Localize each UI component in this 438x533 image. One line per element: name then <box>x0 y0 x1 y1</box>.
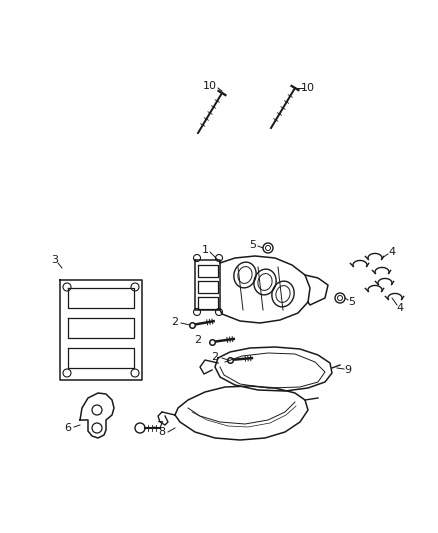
Text: 10: 10 <box>301 83 315 93</box>
Text: 5: 5 <box>349 297 356 307</box>
Text: 6: 6 <box>64 423 71 433</box>
Text: 1: 1 <box>201 245 208 255</box>
Text: 2: 2 <box>212 352 219 362</box>
Text: 10: 10 <box>203 81 217 91</box>
Text: 5: 5 <box>250 240 257 250</box>
Text: 9: 9 <box>344 365 352 375</box>
Text: 7: 7 <box>156 421 163 431</box>
Text: 2: 2 <box>194 335 201 345</box>
Text: 3: 3 <box>52 255 59 265</box>
Text: 2: 2 <box>171 317 179 327</box>
Text: 4: 4 <box>396 303 403 313</box>
Text: 8: 8 <box>159 427 166 437</box>
Text: 4: 4 <box>389 247 396 257</box>
